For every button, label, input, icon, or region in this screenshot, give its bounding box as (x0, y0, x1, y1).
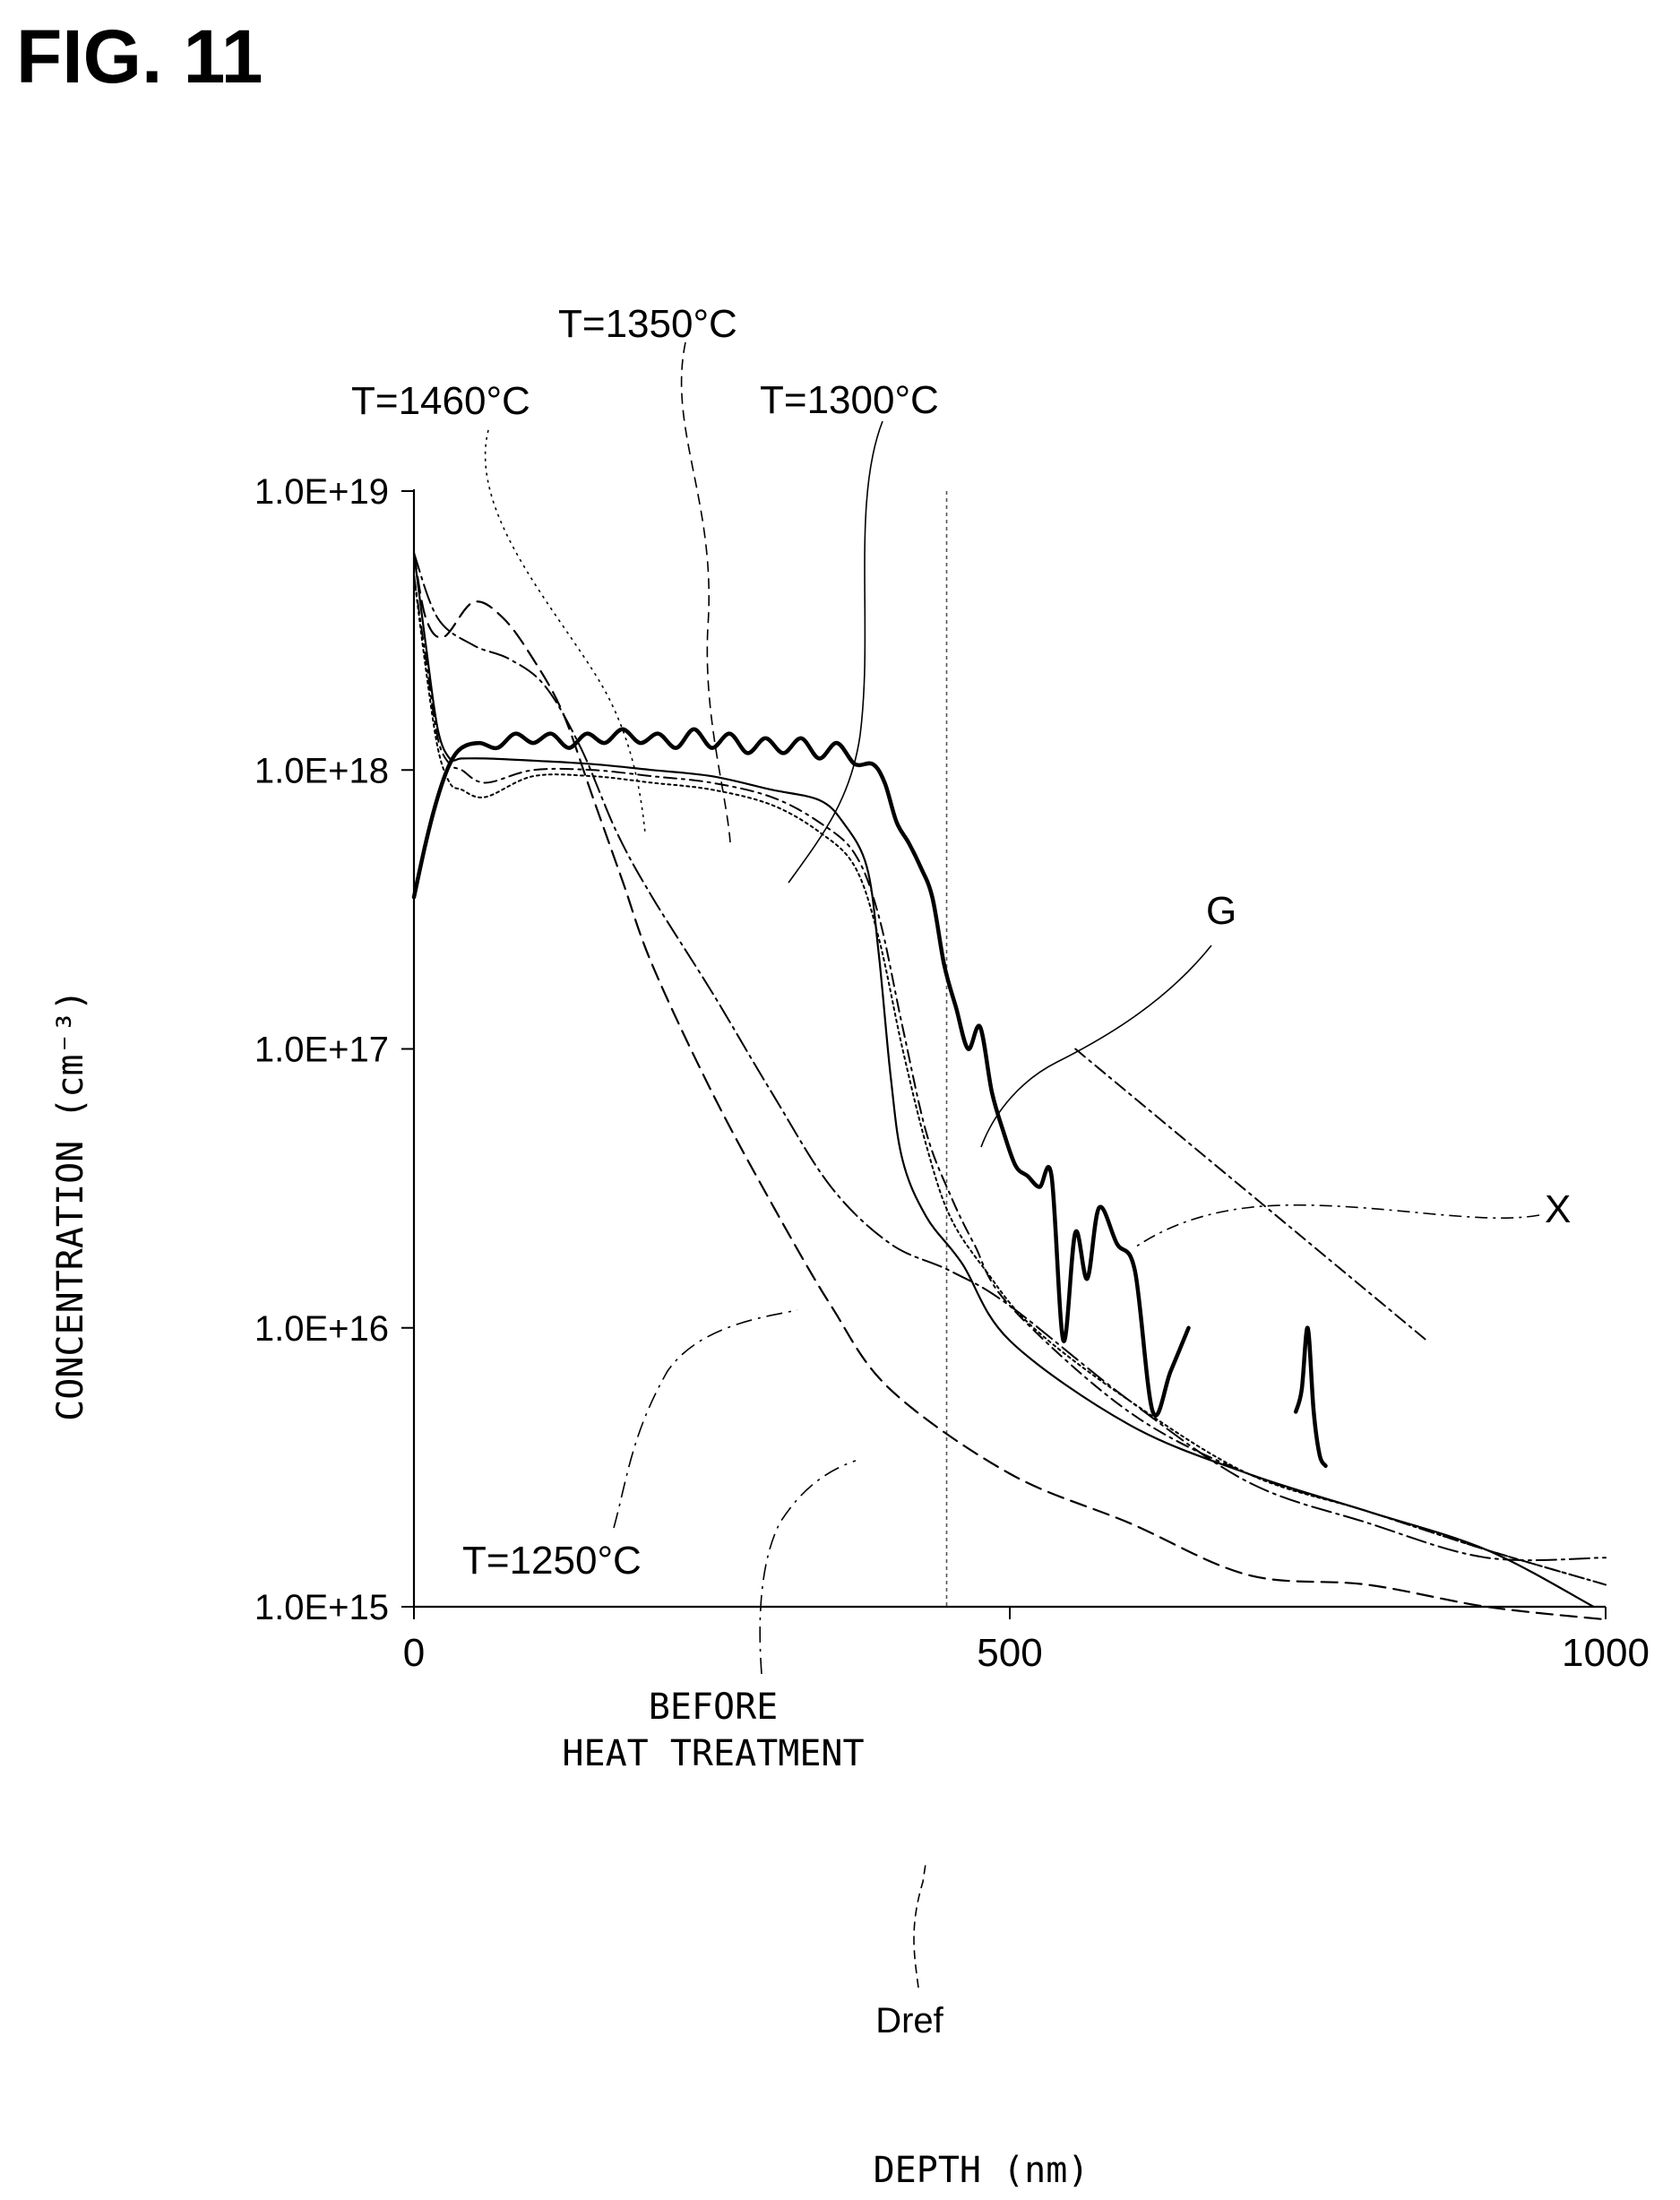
label-dref: Dref (875, 2001, 943, 2040)
y-tick-label: 1.0E+15 (254, 1588, 389, 1627)
label-before-2: HEAT TREATMENT (562, 1733, 864, 1774)
series-line-t-1300-c-2 (412, 552, 1595, 1609)
label-t1350: T=1350°C (558, 302, 737, 346)
plot-area: 1.0E+19 1.0E+18 1.0E+17 1.0E+16 1.0E+15 0 500 1… (254, 472, 1650, 1675)
series-line-t-1250-c-5 (413, 552, 1607, 1562)
leader-lines (484, 341, 1540, 1989)
y-axis-label: CONCENTRATION (cm⁻³) (50, 989, 91, 1421)
series-line-t-1350-c-3 (413, 574, 1607, 1586)
y-tick-label: 1.0E+19 (254, 472, 389, 512)
leader-t1350 (680, 341, 731, 843)
y-tick-label: 1.0E+17 (254, 1031, 389, 1070)
series-line-before-heat-treatment-6 (412, 552, 1607, 1621)
x-tick-label: 500 (977, 1631, 1042, 1675)
x-axis-label: DEPTH (nm) (874, 2150, 1090, 2191)
series-line-g-0 (411, 727, 1191, 1418)
series-line-g-1 (1293, 1325, 1328, 1469)
leader-dref (913, 1863, 926, 1989)
label-t1250: T=1250°C (462, 1539, 642, 1583)
y-tick-label: 1.0E+16 (254, 1309, 389, 1349)
series-line-x-7 (1074, 1048, 1428, 1342)
leader-g (980, 945, 1212, 1148)
x-tick-label: 1000 (1562, 1631, 1650, 1675)
y-tick-label: 1.0E+18 (254, 751, 389, 790)
x-tick-label: 0 (403, 1631, 425, 1675)
leader-t1250 (613, 1309, 798, 1529)
label-g: G (1206, 889, 1236, 933)
label-t1460: T=1460°C (351, 379, 530, 423)
label-t1300: T=1300°C (760, 378, 939, 422)
leader-before (759, 1460, 857, 1675)
leader-x (1135, 1204, 1540, 1247)
leader-t1300 (788, 420, 883, 884)
label-before-1: BEFORE (649, 1687, 779, 1728)
figure-label: FIG. 11 (16, 14, 263, 99)
leader-t1460 (484, 429, 646, 834)
series-line-t-1460-c-4 (413, 574, 1607, 1586)
label-x: X (1545, 1187, 1571, 1231)
